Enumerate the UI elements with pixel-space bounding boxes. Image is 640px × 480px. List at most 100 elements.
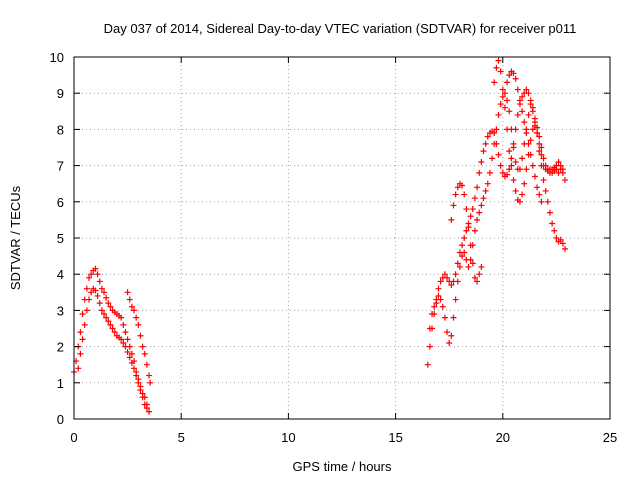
- data-point: [124, 349, 131, 356]
- data-point: [551, 227, 558, 234]
- data-point: [559, 169, 566, 176]
- data-point: [525, 111, 532, 118]
- data-point: [519, 155, 526, 162]
- data-point: [126, 296, 133, 303]
- data-point: [103, 294, 110, 301]
- data-point: [534, 184, 541, 191]
- data-point: [508, 162, 515, 169]
- data-point: [553, 235, 560, 241]
- data-point: [429, 311, 436, 318]
- data-point: [559, 240, 566, 247]
- data-point: [135, 321, 142, 328]
- data-point: [467, 242, 474, 249]
- data-point: [506, 148, 513, 155]
- data-point: [546, 209, 553, 216]
- data-point: [557, 162, 564, 169]
- data-point: [478, 263, 485, 270]
- data-point: [542, 162, 549, 169]
- data-point: [96, 300, 103, 307]
- data-point: [478, 202, 485, 209]
- data-point: [557, 236, 564, 243]
- data-point: [426, 343, 433, 350]
- data-point: [426, 325, 433, 332]
- series-arc-8: [504, 68, 545, 205]
- data-point: [474, 184, 481, 191]
- data-point: [469, 260, 476, 267]
- data-point: [538, 151, 545, 158]
- data-point: [506, 166, 513, 173]
- data-point: [489, 155, 496, 162]
- data-point: [133, 314, 140, 321]
- data-point: [467, 256, 474, 263]
- data-point: [514, 111, 521, 118]
- y-tick-label: 8: [57, 122, 64, 137]
- data-point: [122, 329, 129, 336]
- data-point: [454, 184, 461, 191]
- y-tick-label: 10: [50, 50, 64, 65]
- data-point: [146, 372, 153, 379]
- y-axis-label: SDTVAR / TECUs: [8, 185, 23, 290]
- data-point: [459, 182, 466, 189]
- data-point: [504, 79, 511, 86]
- x-axis-label: GPS time / hours: [293, 459, 392, 474]
- x-tick-label: 10: [281, 430, 295, 445]
- data-point: [525, 90, 532, 97]
- data-point: [124, 289, 131, 296]
- data-point: [437, 296, 444, 303]
- data-point: [131, 365, 138, 372]
- data-point: [486, 169, 493, 176]
- data-point: [81, 321, 88, 328]
- data-point: [88, 289, 95, 296]
- data-point: [133, 372, 140, 379]
- y-tick-label: 7: [57, 159, 64, 174]
- data-point: [128, 359, 135, 366]
- data-point: [536, 133, 543, 140]
- data-point: [101, 289, 108, 296]
- data-point: [493, 64, 500, 71]
- data-point: [86, 274, 93, 281]
- y-tick-label: 3: [57, 303, 64, 318]
- data-point: [482, 187, 489, 194]
- data-point: [92, 287, 99, 294]
- data-point: [105, 318, 112, 325]
- data-point: [478, 158, 485, 165]
- data-point: [536, 148, 543, 155]
- data-point: [471, 227, 478, 234]
- data-point: [504, 97, 511, 104]
- data-point: [527, 151, 534, 158]
- data-point: [120, 339, 127, 346]
- data-point: [424, 361, 431, 368]
- data-point: [448, 216, 455, 223]
- data-point: [523, 130, 530, 137]
- data-point: [536, 140, 543, 147]
- data-point: [452, 191, 459, 198]
- chart-title: Day 037 of 2014, Sidereal Day-to-day VTE…: [104, 21, 577, 36]
- data-point: [540, 177, 547, 184]
- data-point: [124, 336, 131, 343]
- data-point: [529, 162, 536, 169]
- data-point: [77, 350, 84, 357]
- data-point: [536, 191, 543, 198]
- data-point: [549, 220, 556, 227]
- data-point: [474, 278, 481, 285]
- data-point: [459, 253, 466, 260]
- data-point: [529, 126, 536, 133]
- data-point: [534, 124, 541, 131]
- data-point: [497, 162, 504, 169]
- y-tick-label: 2: [57, 340, 64, 355]
- data-point: [476, 209, 483, 216]
- data-point: [491, 79, 498, 86]
- y-tick-label: 0: [57, 412, 64, 427]
- data-point: [527, 101, 534, 108]
- data-point: [482, 140, 489, 147]
- series-arc-2: [75, 285, 150, 412]
- data-point: [435, 285, 442, 292]
- data-point: [92, 265, 99, 272]
- data-point: [465, 224, 472, 231]
- data-point: [484, 133, 491, 140]
- data-point: [538, 198, 545, 205]
- data-point: [516, 198, 523, 205]
- data-point: [444, 329, 451, 336]
- data-point: [147, 379, 154, 386]
- data-point: [561, 177, 568, 184]
